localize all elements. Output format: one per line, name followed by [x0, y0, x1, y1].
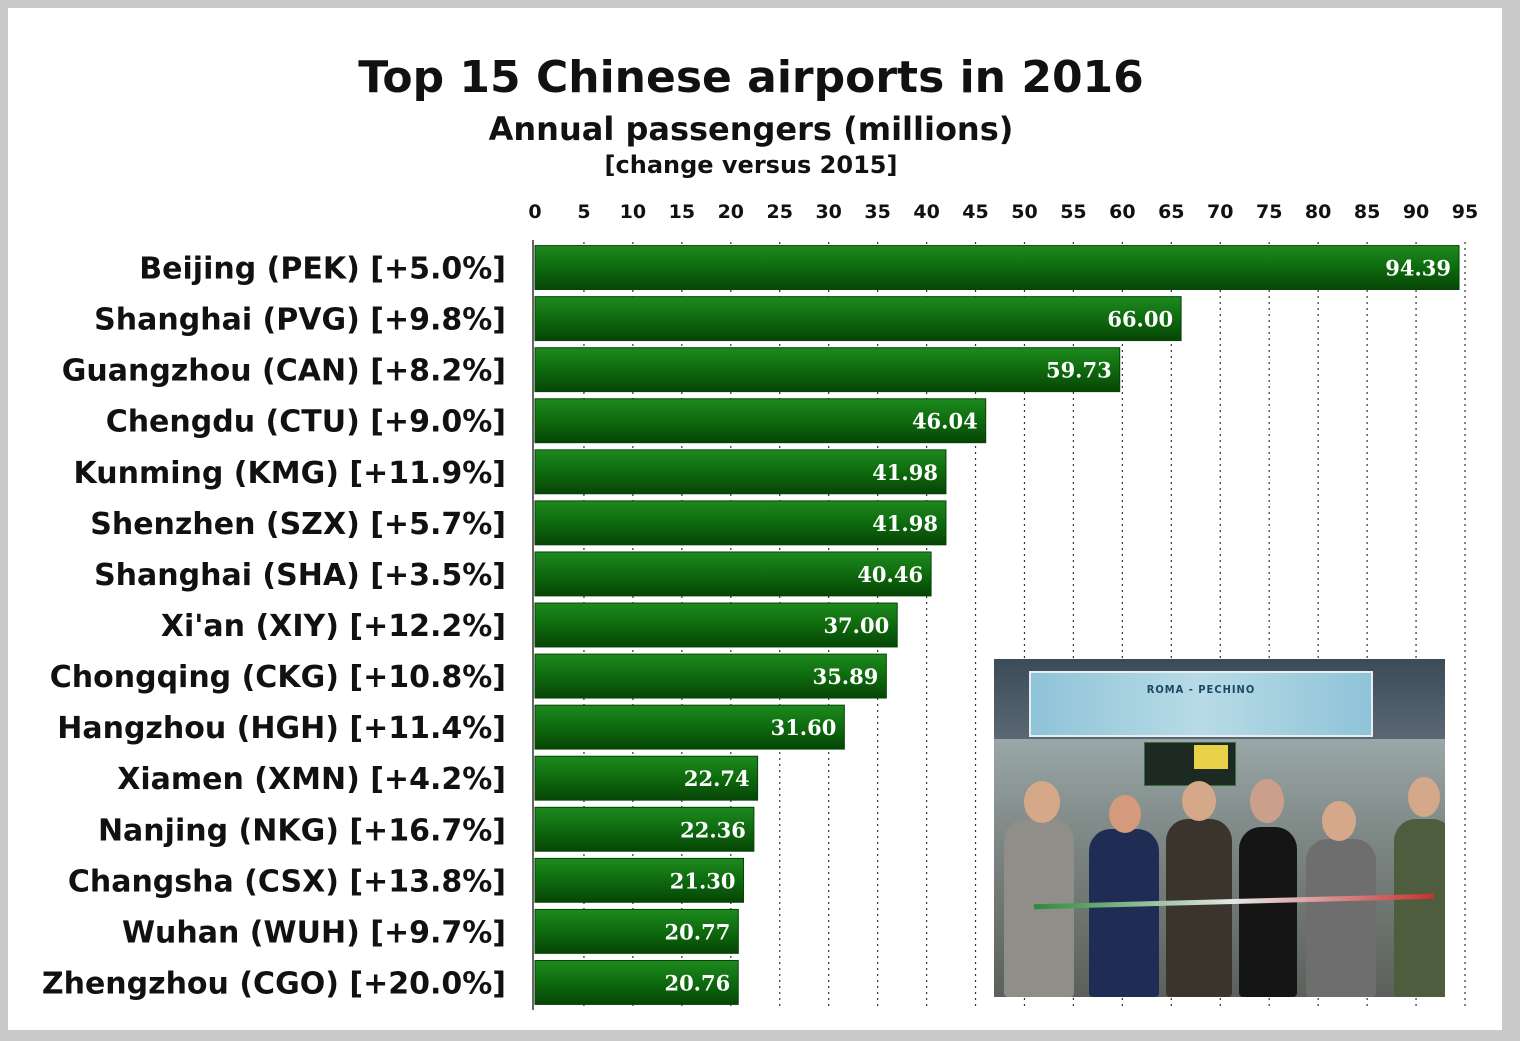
chart-title: Top 15 Chinese airports in 2016	[358, 52, 1144, 103]
x-tick-label: 40	[913, 201, 939, 223]
x-tick-label: 95	[1452, 201, 1478, 223]
x-tick-label: 30	[815, 201, 841, 223]
category-label: Zhengzhou (CGO) [+20.0%]	[42, 966, 506, 1001]
data-label: 22.36	[680, 817, 746, 842]
data-label: 41.98	[872, 460, 938, 485]
data-label: 41.98	[872, 511, 938, 536]
bar	[534, 908, 739, 954]
data-label: 46.04	[912, 409, 978, 434]
x-tick-label: 85	[1354, 201, 1380, 223]
data-label: 59.73	[1046, 358, 1112, 383]
x-tick-label: 0	[528, 201, 541, 223]
x-tick-label: 45	[962, 201, 988, 223]
x-tick-label: 25	[767, 201, 793, 223]
category-label: Xiamen (XMN) [+4.2%]	[117, 762, 506, 797]
data-label: 37.00	[823, 613, 889, 638]
x-tick-label: 20	[718, 201, 744, 223]
bar	[534, 551, 932, 597]
x-tick-label: 5	[577, 201, 590, 223]
bars	[534, 245, 1460, 1005]
x-tick-label: 70	[1207, 201, 1233, 223]
data-label: 40.46	[857, 562, 923, 587]
x-tick-labels: 0 5 10 15 20 25 30 35 40 45 50 55 60 65 70 75 80 85 90 95	[528, 201, 1478, 223]
chart-note: [change versus 2015]	[604, 151, 898, 179]
bar	[534, 347, 1121, 393]
category-label: Hangzhou (HGH) [+11.4%]	[57, 711, 506, 746]
category-label: Shenzhen (SZX) [+5.7%]	[90, 507, 506, 542]
category-label: Beijing (PEK) [+5.0%]	[139, 252, 506, 287]
category-label: Changsha (CSX) [+13.8%]	[68, 864, 506, 899]
chart-subtitle: Annual passengers (millions)	[488, 110, 1014, 148]
category-label: Shanghai (SHA) [+3.5%]	[94, 558, 506, 593]
bar	[534, 755, 759, 801]
x-tick-label: 10	[620, 201, 646, 223]
bar	[534, 602, 898, 648]
bar	[534, 449, 947, 495]
data-label: 20.76	[664, 970, 730, 995]
bar	[534, 653, 887, 699]
category-label: Shanghai (PVG) [+9.8%]	[94, 303, 506, 338]
category-label: Nanjing (NKG) [+16.7%]	[98, 813, 506, 848]
x-tick-label: 60	[1109, 201, 1135, 223]
bar	[534, 960, 739, 1005]
bar	[534, 296, 1182, 342]
data-label: 22.74	[684, 766, 750, 791]
x-tick-label: 80	[1305, 201, 1331, 223]
ceremony-banner: ROMA - PECHINO	[1029, 671, 1373, 737]
data-label: 31.60	[771, 715, 837, 740]
category-label: Chongqing (CKG) [+10.8%]	[50, 660, 506, 695]
data-label: 66.00	[1107, 307, 1173, 332]
category-label: Xi'an (XIY) [+12.2%]	[161, 609, 506, 644]
category-label: Kunming (KMG) [+11.9%]	[74, 456, 506, 491]
airport-ceremony-photo: ROMA - PECHINO	[994, 659, 1445, 997]
data-label: 21.30	[670, 868, 736, 893]
bar	[534, 806, 755, 852]
x-tick-label: 50	[1011, 201, 1037, 223]
x-tick-label: 65	[1158, 201, 1184, 223]
data-labels: 94.39 66.00 59.73 46.04 41.98 41.98 40.46 37.00…	[664, 256, 1451, 996]
bar	[534, 245, 1460, 290]
x-tick-label: 15	[669, 201, 695, 223]
category-labels: Beijing (PEK) [+5.0%] Shanghai (PVG) [+9.…	[42, 252, 506, 1002]
category-label: Chengdu (CTU) [+9.0%]	[106, 405, 506, 440]
category-label: Guangzhou (CAN) [+8.2%]	[62, 354, 506, 389]
bar	[534, 398, 987, 444]
bar	[534, 500, 947, 546]
data-label: 94.39	[1385, 256, 1451, 281]
x-tick-label: 75	[1256, 201, 1282, 223]
x-tick-label: 35	[864, 201, 890, 223]
banner-text: ROMA - PECHINO	[1146, 683, 1256, 696]
bar	[534, 704, 845, 750]
data-label: 35.89	[813, 664, 879, 689]
bar	[534, 857, 745, 903]
x-tick-label: 90	[1403, 201, 1429, 223]
x-tick-label: 55	[1060, 201, 1086, 223]
category-label: Wuhan (WUH) [+9.7%]	[122, 915, 506, 950]
data-label: 20.77	[665, 919, 731, 944]
